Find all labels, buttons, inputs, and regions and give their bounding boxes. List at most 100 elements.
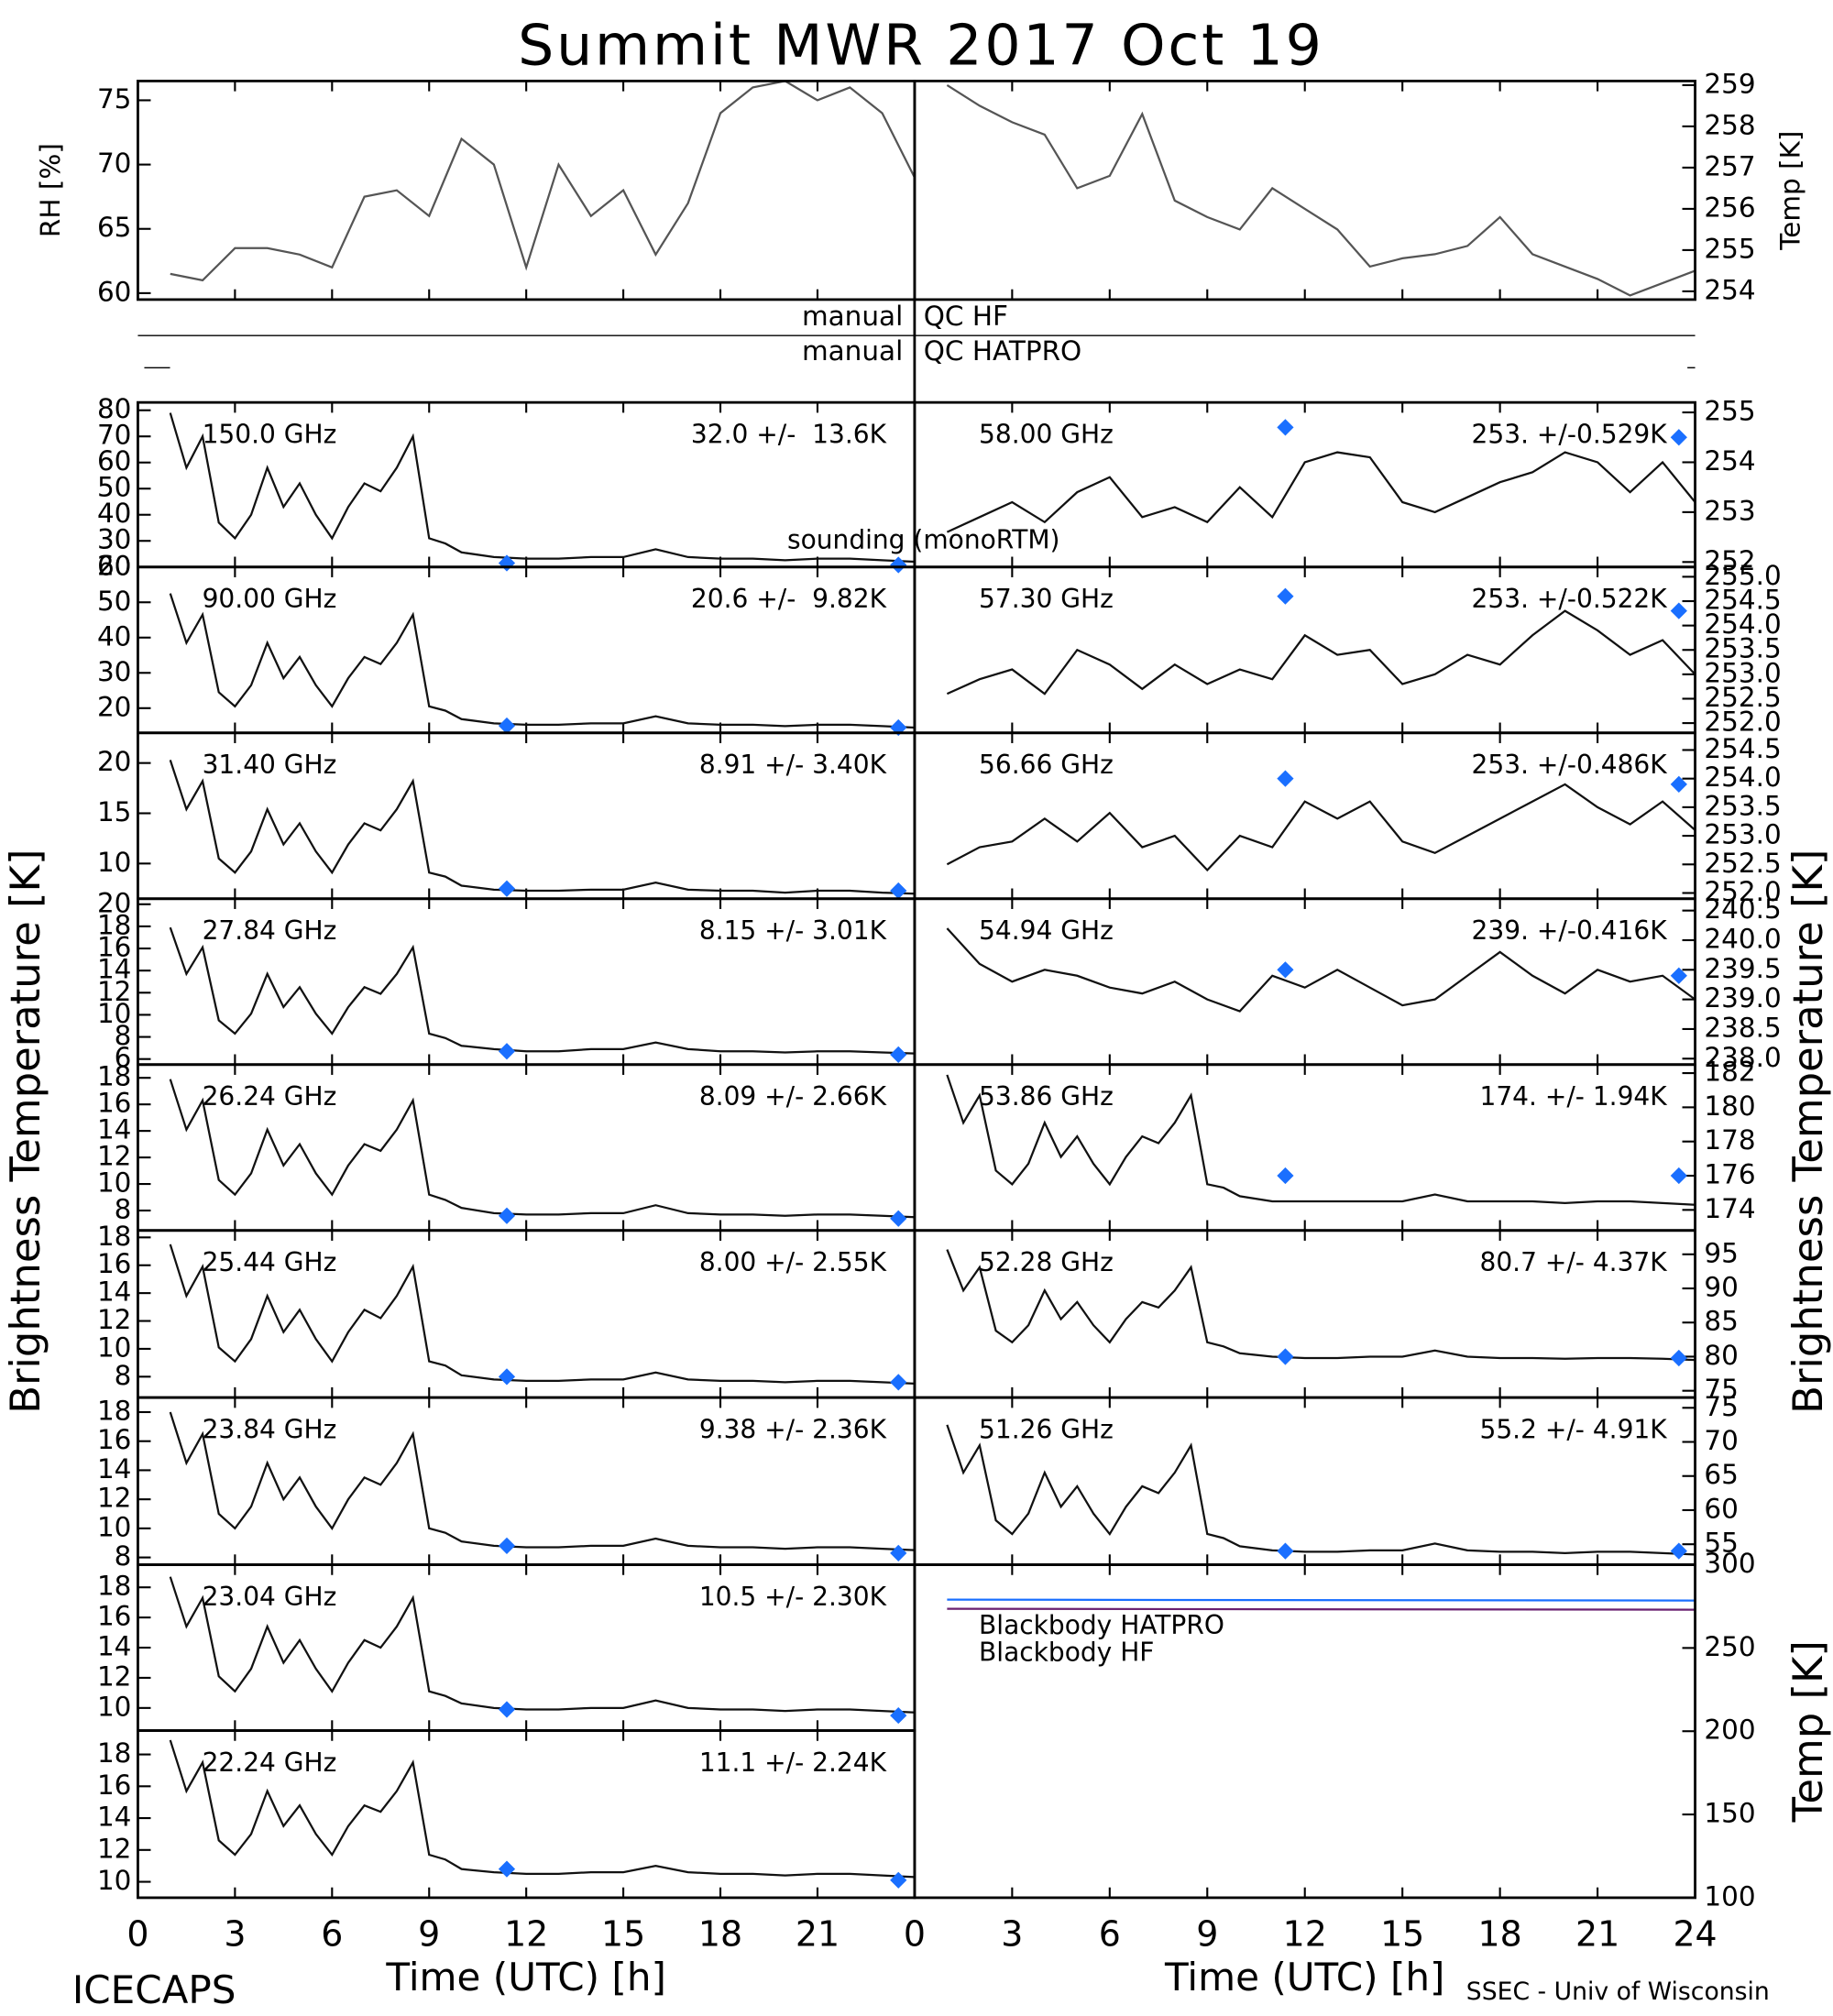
y-tick-label: 30 (97, 656, 131, 687)
footer-left: ICECAPS (72, 1967, 236, 2012)
data-line (169, 1739, 915, 1879)
y-tick-label: 252.0 (1704, 876, 1781, 907)
channel-stats: 8.09 +/- 2.66K (699, 1081, 887, 1112)
qc-label: QC HATPRO (924, 335, 1082, 367)
channel-stats: 239. +/-0.416K (1472, 915, 1668, 946)
channel-stats: 32.0 +/- 13.6K (691, 420, 887, 450)
y-tick-label: 20 (97, 746, 131, 777)
y-tick-label: 18 (97, 1221, 131, 1252)
channel-label: 26.24 GHz (203, 1081, 337, 1112)
y-tick-label: 10 (97, 1691, 131, 1722)
channel-label: 53.86 GHz (979, 1081, 1114, 1112)
y-tick-label: 253.0 (1704, 657, 1781, 688)
x-tick-label: 24 (1673, 1914, 1717, 1955)
panel: 100 150 200 250 300 0 3 6 9 12 15 18 21 24 Time (UTC) … (904, 1548, 1832, 2000)
channel-label: 52.28 GHz (979, 1247, 1114, 1277)
x-tick-label: 15 (1380, 1914, 1424, 1955)
y-tick-label: 200 (1704, 1715, 1755, 1746)
y-tick-label: 80 (97, 393, 131, 424)
data-line (169, 1079, 915, 1219)
channel-stats: 8.15 +/- 3.01K (699, 915, 887, 946)
sounding-point (890, 1706, 907, 1725)
data-line (946, 1424, 1696, 1556)
y-tick-label: 254.0 (1704, 608, 1781, 640)
y-tick-label: 254.5 (1704, 585, 1781, 616)
channel-stats: 8.91 +/- 3.40K (699, 750, 887, 780)
y-tick-label: 14 (97, 1276, 131, 1308)
x-tick-label: 6 (1099, 1914, 1121, 1955)
channel-label: 51.26 GHz (979, 1415, 1114, 1445)
y-tick-label: 258 (1704, 109, 1755, 140)
panel-frame (913, 79, 1696, 301)
y-tick-label: 95 (1704, 1237, 1738, 1268)
y-tick-label: 8 (115, 1360, 132, 1391)
panel: 252 253 254 255 58.00 GHz 253. +/-0.529K (913, 396, 1756, 576)
series-line (947, 1598, 1696, 1602)
x-tick-label: 18 (698, 1914, 742, 1955)
data-line (946, 451, 1696, 533)
y-tick-label: 255.0 (1704, 560, 1781, 591)
data-line (169, 593, 915, 729)
channel-stats: 9.38 +/- 2.36K (699, 1415, 887, 1445)
channel-label: 54.94 GHz (979, 915, 1114, 946)
data-line (169, 412, 915, 564)
y-tick-label: 239.5 (1704, 953, 1781, 984)
channel-stats: 8.00 +/- 2.55K (699, 1247, 887, 1277)
y-tick-label: 10 (97, 998, 131, 1029)
sounding-point (498, 880, 516, 897)
data-line (946, 1249, 1696, 1362)
sounding-point (498, 1860, 516, 1878)
y-tick-label: 238.5 (1704, 1012, 1781, 1043)
data-line (946, 927, 1696, 1013)
x-tick-label: 12 (1283, 1914, 1327, 1955)
x-tick-label: 9 (418, 1914, 440, 1955)
sounding-point (890, 1374, 907, 1391)
y-tick-label: 70 (97, 148, 131, 179)
y-tick-label: 16 (97, 1088, 131, 1119)
channel-stats: 10.5 +/- 2.30K (699, 1582, 887, 1612)
y-tick-label: 8 (115, 1020, 132, 1051)
y-tick-label: 252.0 (1704, 707, 1781, 738)
channel-stats: 80.7 +/- 4.37K (1479, 1247, 1667, 1277)
y-tick-label: 254 (1704, 274, 1755, 305)
x-tick-label: 15 (601, 1914, 645, 1955)
y-tick-label: 30 (97, 524, 131, 555)
y-tick-label: 253 (1704, 495, 1755, 526)
channel-label: 23.04 GHz (203, 1582, 337, 1612)
channel-label: 90.00 GHz (203, 584, 337, 614)
y-tick-label: 16 (97, 1424, 131, 1455)
y-tick-label: 18 (97, 1395, 131, 1426)
data-line (169, 1244, 915, 1386)
y-tick-label: 16 (97, 932, 131, 963)
series-line (947, 1607, 1696, 1611)
y-tick-label: 85 (1704, 1306, 1738, 1337)
qc-label: manual (802, 335, 903, 367)
legend-entry: Blackbody HF (979, 1637, 1154, 1667)
y-tick-label: 60 (97, 445, 131, 477)
y-tick-label: 75 (97, 83, 131, 115)
y-tick-label: 253.5 (1704, 633, 1781, 664)
data-line (170, 81, 915, 282)
y-tick-label: 18 (97, 1737, 131, 1769)
y-tick-label: 16 (97, 1248, 131, 1279)
y-tick-label: 253.5 (1704, 790, 1781, 821)
y-tick-label: 90 (1704, 1272, 1738, 1303)
sounding-point (890, 882, 907, 900)
y-tick-label: 14 (97, 1114, 131, 1145)
y-tick-label: 238.0 (1704, 1042, 1781, 1073)
sounding-point (1670, 1349, 1687, 1367)
channel-label: 27.84 GHz (203, 915, 337, 946)
channel-stats: 55.2 +/- 4.91K (1479, 1415, 1667, 1445)
y-tick-label: 8 (115, 1540, 132, 1572)
x-tick-label: 18 (1478, 1914, 1522, 1955)
y-tick-label: 60 (97, 550, 131, 581)
y-tick-label: 12 (97, 1483, 131, 1514)
x-tick-label: 9 (1196, 1914, 1218, 1955)
y-tick-label: 20 (97, 887, 131, 918)
y-tick-label: 6 (115, 1042, 132, 1073)
legend-entry: sounding (monoRTM) (787, 525, 1059, 555)
y-tick-label: 65 (97, 212, 131, 243)
